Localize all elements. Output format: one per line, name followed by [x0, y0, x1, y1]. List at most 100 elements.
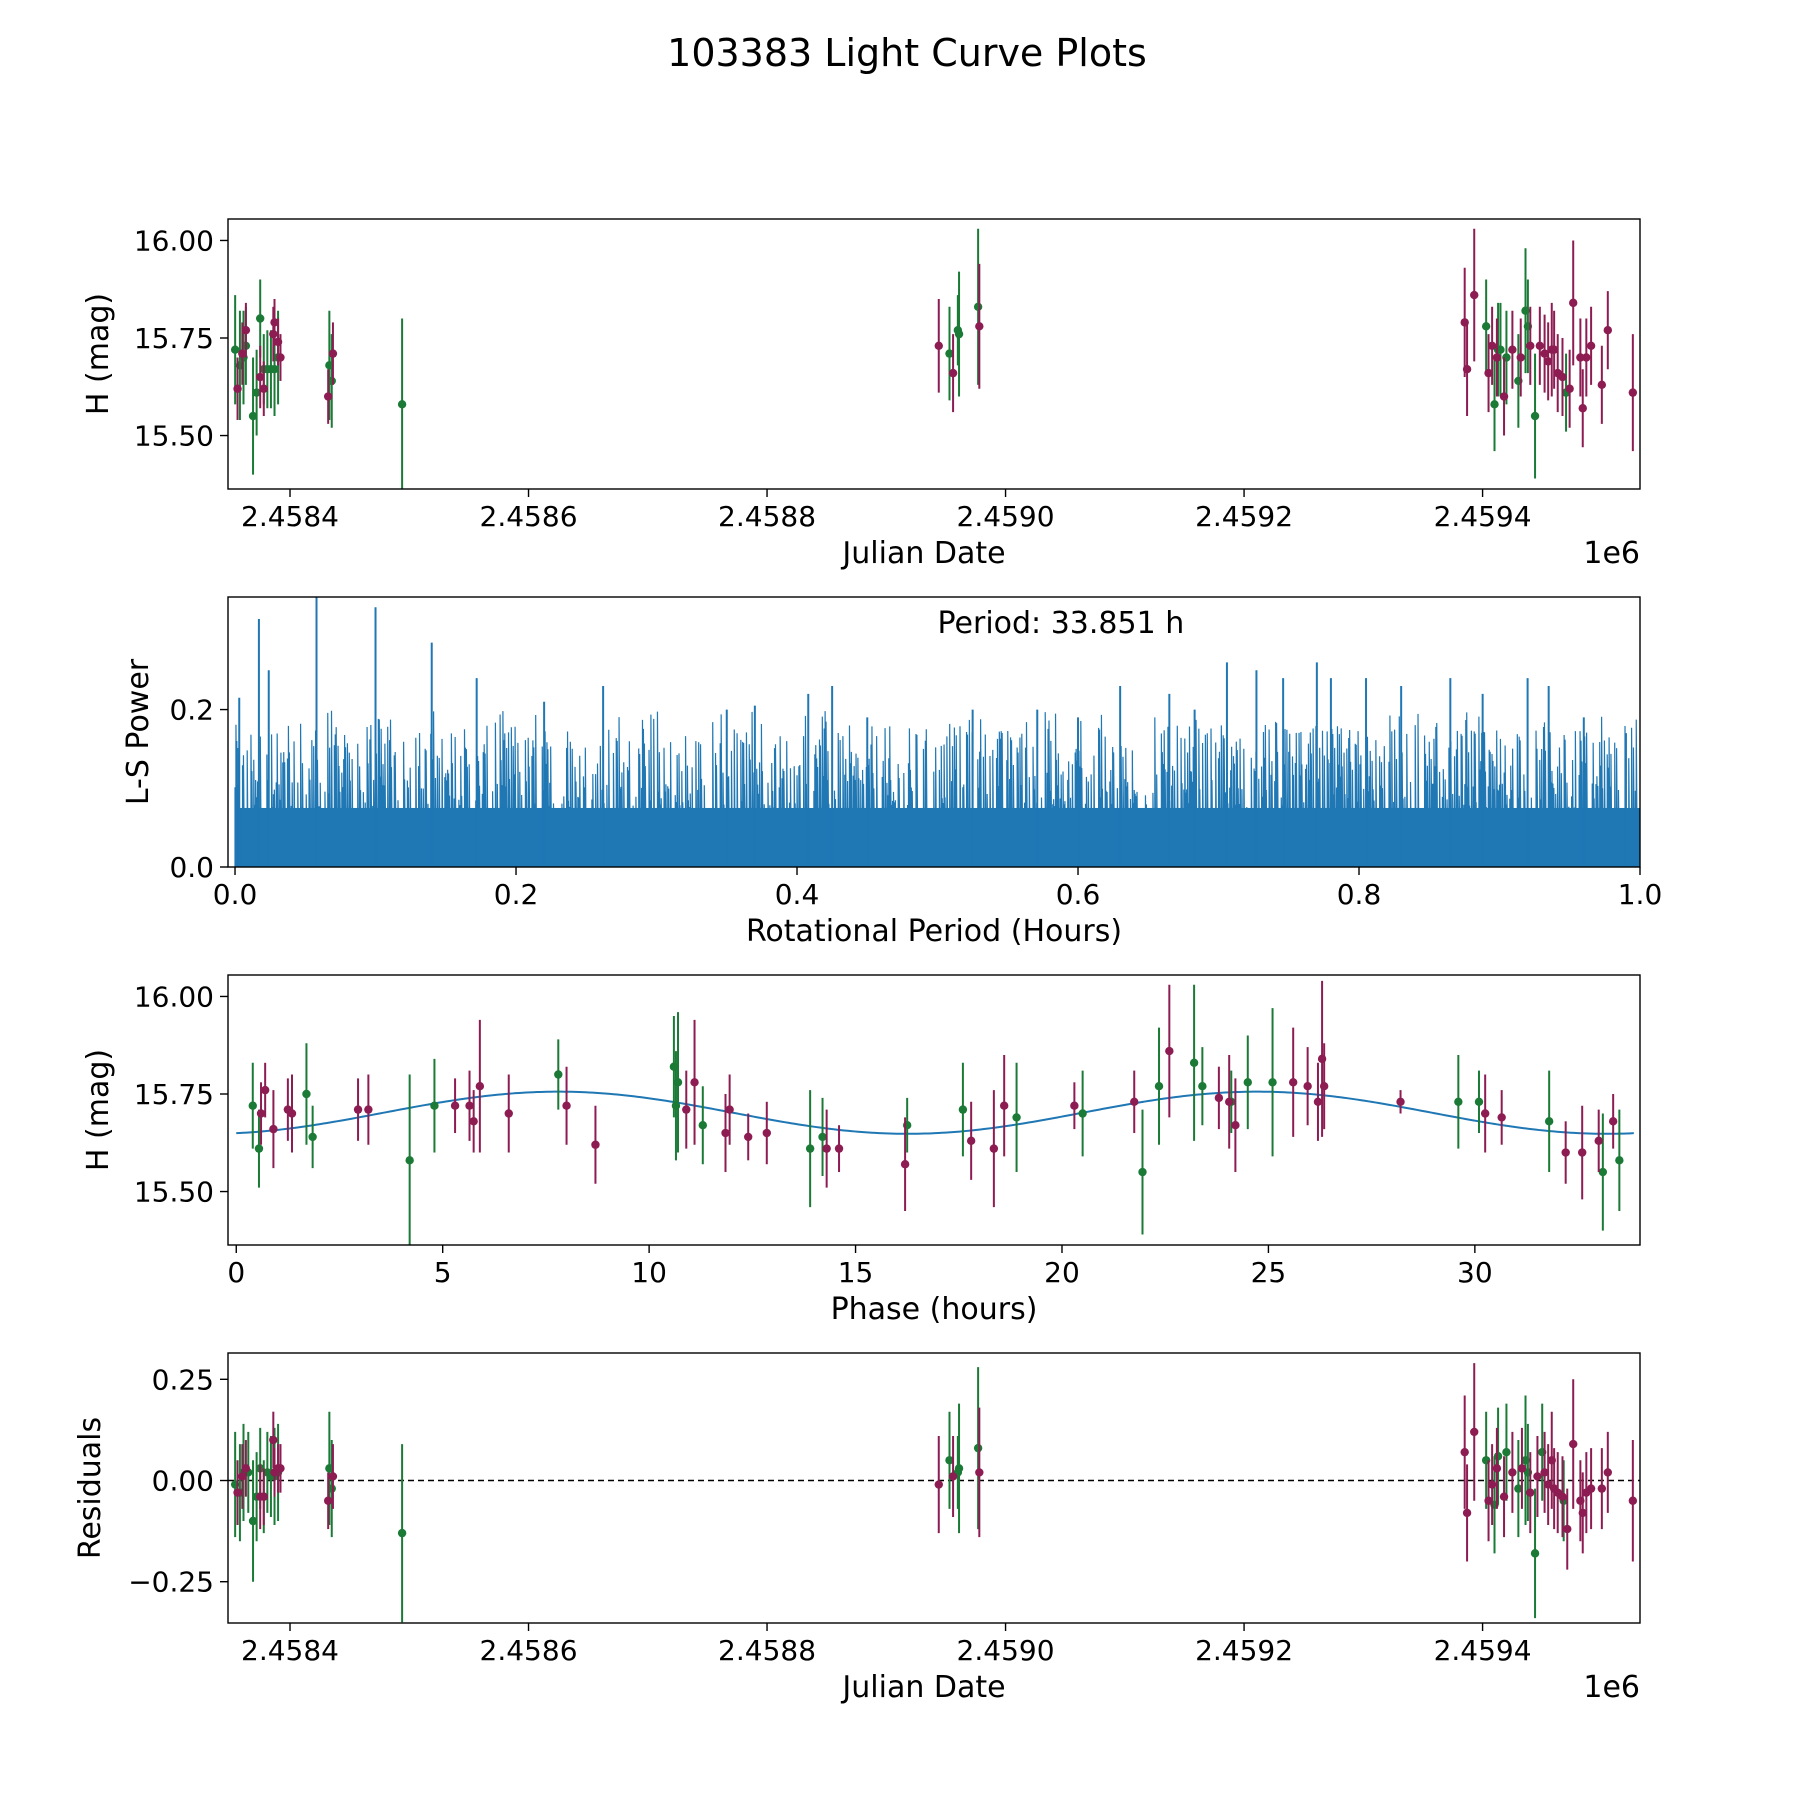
- x-tick-label: 0.6: [1056, 878, 1101, 911]
- maroon-data-point: [1549, 345, 1559, 354]
- green-data-point: [1078, 1109, 1087, 1118]
- y-tick-label: −0.25: [128, 1566, 214, 1599]
- residuals-plot-area: [228, 1363, 1640, 1623]
- maroon-data-point: [744, 1132, 753, 1142]
- green-data-point: [1502, 1447, 1511, 1457]
- maroon-data-point: [1558, 372, 1567, 382]
- x-tick-label: 2.4594: [1434, 500, 1532, 533]
- green-data-point: [1138, 1167, 1147, 1177]
- maroon-data-point: [276, 353, 285, 362]
- x-tick-label: 0: [227, 1256, 245, 1289]
- x-tick-label: 2.4584: [241, 500, 339, 533]
- maroon-data-point: [1231, 1121, 1240, 1130]
- maroon-data-point: [323, 1496, 333, 1505]
- y-tick-label: 15.50: [134, 1176, 214, 1209]
- maroon-data-point: [1561, 1148, 1570, 1157]
- maroon-data-point: [475, 1081, 485, 1091]
- green-data-point: [973, 302, 983, 311]
- maroon-data-point: [504, 1109, 513, 1118]
- maroon-data-point: [1526, 1488, 1535, 1497]
- green-data-point: [1530, 411, 1540, 421]
- maroon-data-point: [762, 1128, 771, 1138]
- green-data-point: [230, 345, 240, 354]
- green-data-point: [1481, 322, 1491, 331]
- maroon-data-point: [948, 368, 958, 378]
- x-tick-label: 2.4592: [1195, 500, 1293, 533]
- maroon-data-point: [465, 1101, 474, 1110]
- maroon-data-point: [1526, 341, 1535, 351]
- lightcurve-axes-frame: [227, 218, 1641, 490]
- green-data-point: [1012, 1113, 1021, 1122]
- maroon-data-point: [1563, 1524, 1572, 1534]
- maroon-data-point: [1484, 1496, 1493, 1505]
- maroon-data-point: [1543, 357, 1553, 366]
- maroon-data-point: [1492, 353, 1502, 362]
- y-tick-label: 0.2: [169, 694, 214, 727]
- maroon-data-point: [323, 392, 333, 401]
- y-axis-label: H (mag): [81, 293, 116, 415]
- green-data-point: [1496, 345, 1505, 354]
- maroon-data-point: [1597, 1484, 1607, 1493]
- green-data-point: [1198, 1081, 1207, 1091]
- y-tick-label: 16.00: [134, 224, 214, 257]
- maroon-data-point: [1462, 365, 1472, 374]
- maroon-data-point: [1396, 1097, 1405, 1107]
- maroon-data-point: [562, 1101, 571, 1110]
- maroon-data-point: [259, 384, 268, 393]
- x-tick-label: 10: [631, 1256, 667, 1289]
- maroon-data-point: [1582, 353, 1591, 362]
- x-axis-offset-label: 1e6: [1583, 1670, 1640, 1705]
- y-tick-label: 0.25: [152, 1363, 214, 1396]
- green-data-point: [958, 1105, 968, 1114]
- maroon-data-point: [1597, 380, 1607, 390]
- green-data-point: [1514, 1484, 1523, 1493]
- maroon-data-point: [834, 1144, 844, 1153]
- maroon-data-point: [270, 318, 279, 327]
- maroon-data-point: [682, 1105, 691, 1114]
- green-data-point: [430, 1101, 439, 1110]
- green-data-point: [1490, 400, 1499, 409]
- maroon-data-point: [1499, 392, 1509, 401]
- residuals-axes-frame: [227, 1352, 1641, 1624]
- y-axis-label: L-S Power: [121, 658, 156, 805]
- power-spectrum-band: [235, 807, 1640, 867]
- maroon-data-point: [1487, 341, 1497, 351]
- residuals-panel: 2.4584 2.4586 2.4588 2.4590 2.4592 2.4594 −0.2…: [73, 1352, 1641, 1705]
- maroon-data-point: [269, 1124, 278, 1134]
- maroon-data-point: [259, 1492, 268, 1501]
- maroon-data-point: [1603, 1468, 1613, 1477]
- x-tick-label: 15: [838, 1256, 874, 1289]
- periodogram-plot-area: [234, 597, 1640, 867]
- maroon-data-point: [1517, 1464, 1527, 1473]
- green-data-point: [945, 349, 954, 358]
- maroon-data-point: [1628, 1496, 1638, 1505]
- x-tick-label: 2.4590: [957, 500, 1055, 533]
- maroon-data-point: [255, 372, 265, 382]
- maroon-data-point: [241, 1464, 251, 1473]
- maroon-data-point: [822, 1144, 831, 1153]
- x-tick-label: 2.4590: [957, 1634, 1055, 1667]
- maroon-data-point: [1508, 345, 1517, 354]
- maroon-data-point: [1224, 1097, 1234, 1107]
- maroon-data-point: [900, 1160, 910, 1169]
- maroon-data-point: [948, 1472, 958, 1481]
- x-tick-label: 2.4594: [1434, 1634, 1532, 1667]
- periodogram-panel: Period: 33.851 h 0.0 0.2 0.4 0.6 0.8 1.0 0.0 0.2…: [121, 596, 1662, 949]
- green-data-point: [673, 1078, 683, 1087]
- maroon-data-point: [1165, 1046, 1174, 1056]
- maroon-data-point: [1313, 1097, 1323, 1107]
- phased-axes-frame: [227, 974, 1641, 1246]
- maroon-data-point: [975, 1468, 984, 1477]
- phased-plot-area: [236, 980, 1634, 1245]
- green-data-point: [1598, 1167, 1608, 1177]
- maroon-data-point: [238, 1472, 247, 1481]
- green-data-point: [255, 314, 265, 323]
- green-data-point: [248, 411, 258, 421]
- maroon-data-point: [260, 1085, 270, 1095]
- maroon-data-point: [975, 322, 984, 331]
- maroon-data-point: [1303, 1081, 1312, 1091]
- green-data-point: [954, 329, 964, 339]
- green-data-point: [954, 1464, 964, 1473]
- maroon-data-point: [1484, 368, 1493, 378]
- maroon-data-point: [1628, 388, 1638, 397]
